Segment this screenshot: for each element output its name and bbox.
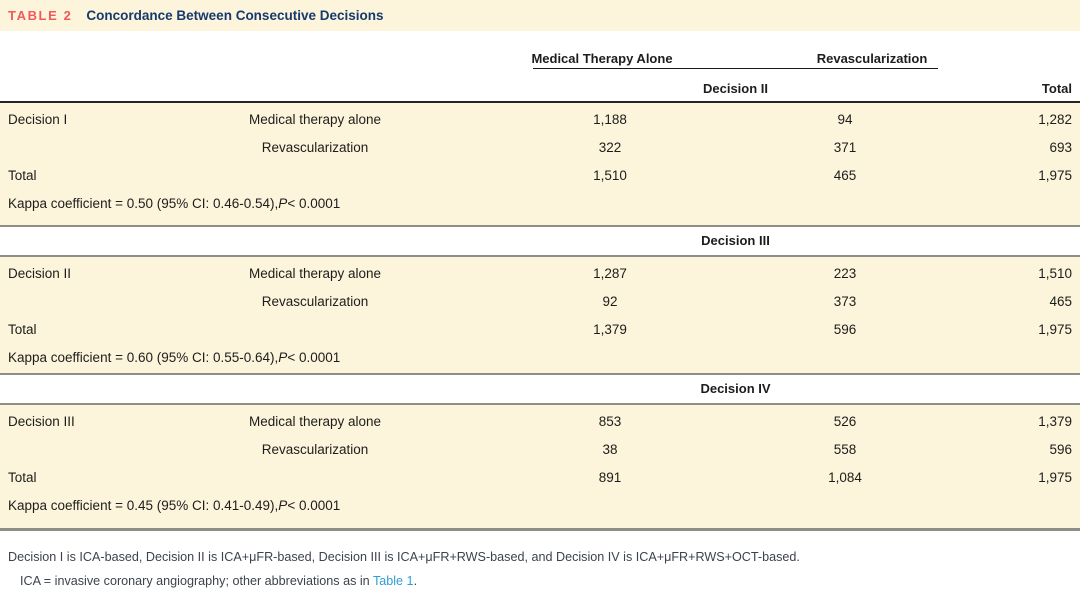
- header-underline: [533, 68, 938, 69]
- cell-revascularization: 1,084: [828, 469, 862, 485]
- kappa-row: Kappa coefficient = 0.60 (95% CI: 0.55-0…: [0, 343, 1080, 372]
- cell-total: 1,975: [1038, 167, 1072, 183]
- table-row-total: Total 1,379 596 1,975: [0, 315, 1080, 343]
- row-sublabel: Revascularization: [261, 139, 369, 155]
- kappa-pvalue: < 0.0001: [287, 196, 341, 211]
- row-label: Decision III: [8, 413, 75, 429]
- cell-medical-therapy: 38: [602, 441, 618, 457]
- cell-revascularization: 94: [837, 111, 853, 127]
- cell-medical-therapy: 1,188: [593, 111, 627, 127]
- decision-ii-header: Decision II: [702, 81, 769, 96]
- cell-total: 596: [1049, 441, 1072, 457]
- table-title-bar: TABLE 2 Concordance Between Consecutive …: [0, 0, 1080, 31]
- cell-total: 1,975: [1038, 469, 1072, 485]
- table-row: Decision I Medical therapy alone 1,188 9…: [0, 105, 1080, 133]
- row-sublabel: Medical therapy alone: [248, 413, 382, 429]
- footnote-abbrev-period: .: [413, 573, 418, 588]
- kappa-row: Kappa coefficient = 0.45 (95% CI: 0.41-0…: [0, 491, 1080, 520]
- kappa-p-symbol: P: [278, 498, 288, 513]
- row-sublabel: Medical therapy alone: [248, 111, 382, 127]
- footnote-abbreviations: ICA = invasive coronary angiography; oth…: [8, 574, 1072, 590]
- cell-medical-therapy: 1,287: [593, 265, 627, 281]
- cell-medical-therapy: 92: [602, 293, 618, 309]
- row-label: Decision II: [8, 265, 72, 281]
- table-row-total: Total 1,510 465 1,975: [0, 161, 1080, 189]
- table-header: Medical Therapy Alone Revascularization …: [0, 31, 1080, 103]
- row-sublabel: Revascularization: [261, 293, 369, 309]
- decision-iv-header: Decision IV: [700, 381, 771, 396]
- kappa-row: Kappa coefficient = 0.50 (95% CI: 0.46-0…: [0, 189, 1080, 218]
- cell-total: 693: [1049, 139, 1072, 155]
- cell-medical-therapy: 891: [598, 469, 622, 485]
- table-1-link[interactable]: Table 1: [372, 573, 414, 588]
- column-header-total: Total: [1041, 81, 1072, 96]
- table-row-total: Total 891 1,084 1,975: [0, 463, 1080, 491]
- decision-iii-header: Decision III: [701, 233, 770, 248]
- table-row: Revascularization 38 558 596: [0, 435, 1080, 463]
- kappa-text: Kappa coefficient = 0.45 (95% CI: 0.41-0…: [8, 498, 279, 513]
- cell-total: 1,510: [1038, 265, 1072, 281]
- kappa-text: Kappa coefficient = 0.60 (95% CI: 0.55-0…: [8, 350, 279, 365]
- kappa-p-symbol: P: [278, 196, 288, 211]
- cell-total: 1,282: [1038, 111, 1072, 127]
- kappa-pvalue: < 0.0001: [287, 350, 341, 365]
- decision-iii-block: Decision II Medical therapy alone 1,287 …: [0, 257, 1080, 373]
- kappa-text: Kappa coefficient = 0.50 (95% CI: 0.46-0…: [8, 196, 279, 211]
- cell-revascularization: 558: [833, 441, 857, 457]
- column-header-medical-therapy-alone: Medical Therapy Alone: [531, 51, 673, 66]
- row-label: Total: [8, 167, 37, 183]
- cell-total: 1,975: [1038, 321, 1072, 337]
- column-header-revascularization: Revascularization: [816, 51, 928, 66]
- table-footnotes: Decision I is ICA-based, Decision II is …: [0, 531, 1080, 589]
- table-row: Revascularization 322 371 693: [0, 133, 1080, 161]
- cell-revascularization: 373: [833, 293, 857, 309]
- cell-medical-therapy: 853: [598, 413, 622, 429]
- cell-revascularization: 223: [833, 265, 857, 281]
- footnote-abbrev-text: ICA = invasive coronary angiography; oth…: [20, 573, 373, 588]
- row-label: Total: [8, 321, 37, 337]
- table-bottom-rule: [0, 528, 1080, 531]
- kappa-pvalue: < 0.0001: [287, 498, 341, 513]
- decision-iv-band: Decision IV: [0, 373, 1080, 405]
- decision-ii-block: Decision I Medical therapy alone 1,188 9…: [0, 103, 1080, 225]
- decision-iv-block: Decision III Medical therapy alone 853 5…: [0, 405, 1080, 528]
- row-label: Total: [8, 469, 37, 485]
- footnote-decisions: Decision I is ICA-based, Decision II is …: [8, 550, 800, 564]
- cell-revascularization: 526: [833, 413, 857, 429]
- cell-total: 1,379: [1038, 413, 1072, 429]
- row-sublabel: Revascularization: [261, 441, 369, 457]
- decision-iii-band: Decision III: [0, 225, 1080, 257]
- cell-medical-therapy: 1,510: [593, 167, 627, 183]
- cell-medical-therapy: 322: [598, 139, 622, 155]
- table-number-label: TABLE 2: [8, 8, 73, 23]
- row-label: Decision I: [8, 111, 68, 127]
- cell-revascularization: 465: [833, 167, 857, 183]
- table-row: Decision II Medical therapy alone 1,287 …: [0, 259, 1080, 287]
- table-row: Decision III Medical therapy alone 853 5…: [0, 407, 1080, 435]
- cell-total: 465: [1049, 293, 1072, 309]
- kappa-p-symbol: P: [278, 350, 288, 365]
- cell-revascularization: 371: [833, 139, 857, 155]
- table-row: Revascularization 92 373 465: [0, 287, 1080, 315]
- table-title: Concordance Between Consecutive Decision…: [86, 8, 384, 23]
- cell-revascularization: 596: [833, 321, 857, 337]
- cell-medical-therapy: 1,379: [593, 321, 627, 337]
- row-sublabel: Medical therapy alone: [248, 265, 382, 281]
